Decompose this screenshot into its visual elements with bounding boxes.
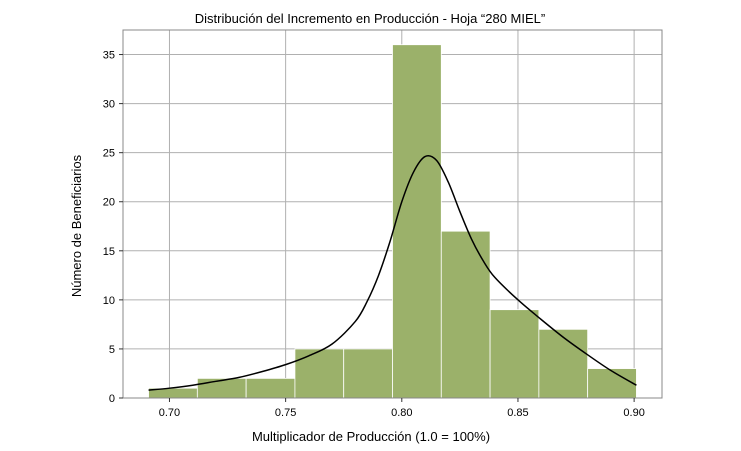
histogram-bar — [440, 230, 491, 399]
y-tick-label: 25 — [103, 148, 115, 160]
y-tick-label: 15 — [103, 246, 115, 258]
y-tick-label: 0 — [109, 393, 115, 405]
y-axis-ticks: 0 5 10 15 20 25 30 35 — [103, 50, 123, 405]
plot-frame — [122, 29, 663, 399]
histogram-bar — [196, 377, 247, 399]
x-tick-label: 0.75 — [275, 407, 296, 419]
histogram-bar — [538, 328, 589, 399]
histogram-bar — [392, 44, 442, 399]
y-tick-label: 5 — [109, 344, 115, 356]
density-curve-group — [148, 155, 637, 391]
histogram-bar — [489, 309, 540, 399]
chart-title: Distribución del Incremento en Producció… — [195, 11, 545, 26]
x-tick-label: 0.80 — [391, 407, 412, 419]
histogram-bar — [294, 348, 345, 399]
x-tick-label: 0.85 — [507, 407, 528, 419]
histogram-bar — [587, 368, 637, 399]
histogram-bars — [148, 44, 637, 399]
y-axis-label: Número de Beneficiarios — [69, 154, 84, 297]
histogram-bar — [245, 377, 296, 399]
y-tick-label: 20 — [103, 197, 115, 209]
y-tick-label: 35 — [103, 50, 115, 62]
y-tick-label: 10 — [103, 295, 115, 307]
histogram-bar — [343, 348, 393, 399]
x-tick-label: 0.70 — [159, 407, 180, 419]
x-axis-ticks: 0.70 0.75 0.80 0.85 0.90 — [159, 398, 645, 419]
x-tick-label: 0.90 — [623, 407, 644, 419]
x-axis-label: Multiplicador de Producción (1.0 = 100%) — [252, 429, 490, 444]
y-tick-label: 30 — [103, 99, 115, 111]
density-curve — [148, 155, 637, 391]
